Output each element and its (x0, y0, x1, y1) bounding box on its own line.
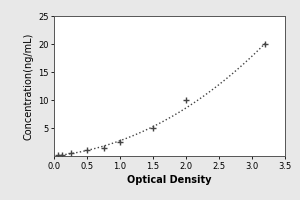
Y-axis label: Concentration(ng/mL): Concentration(ng/mL) (24, 32, 34, 140)
X-axis label: Optical Density: Optical Density (127, 175, 212, 185)
